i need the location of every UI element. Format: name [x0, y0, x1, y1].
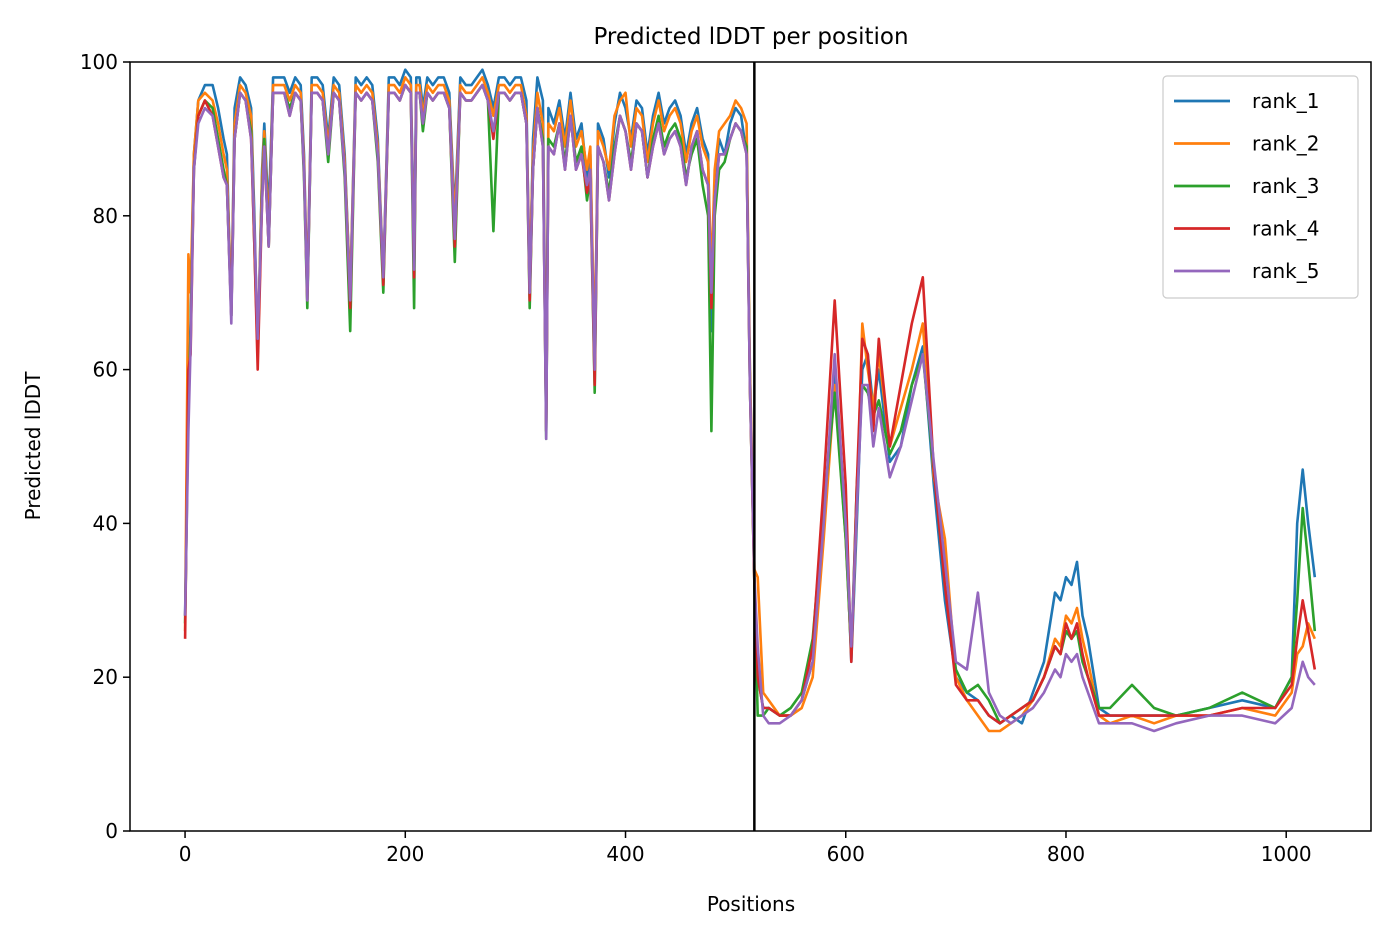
- legend-items: rank_1 rank_2 rank_3 rank_4 rank_5: [1174, 89, 1319, 283]
- legend-label-rank_1: rank_1: [1252, 89, 1319, 113]
- legend: rank_1 rank_2 rank_3 rank_4 rank_5: [1162, 75, 1359, 299]
- chart-title: Predicted lDDT per position: [593, 24, 908, 50]
- legend-label-rank_3: rank_3: [1252, 174, 1319, 198]
- y-tick-label: 0: [105, 819, 118, 843]
- x-tick-label: 800: [1047, 842, 1085, 866]
- x-tick-label: 200: [386, 842, 424, 866]
- x-tick-label: 0: [179, 842, 192, 866]
- y-axis-ticks: 0 20 40 60 80 100: [80, 50, 130, 843]
- plot-lines: [183, 68, 1317, 733]
- series-line-rank_5: [183, 83, 1316, 733]
- x-tick-label: 400: [606, 842, 644, 866]
- legend-box: [1162, 75, 1359, 299]
- plot-frame: [129, 61, 1372, 832]
- y-tick-label: 80: [93, 204, 118, 228]
- x-tick-label: 600: [827, 842, 865, 866]
- legend-label-rank_2: rank_2: [1252, 132, 1319, 156]
- x-axis-label: Positions: [707, 892, 795, 916]
- y-axis-label: Predicted lDDT: [21, 371, 45, 521]
- legend-label-rank_5: rank_5: [1252, 259, 1319, 283]
- y-tick-label: 60: [93, 358, 118, 382]
- y-tick-label: 20: [93, 665, 118, 689]
- y-tick-label: 100: [80, 50, 118, 74]
- x-tick-label: 1000: [1261, 842, 1312, 866]
- x-axis-ticks: 0 200 400 600 800 1000: [179, 831, 1312, 866]
- legend-label-rank_4: rank_4: [1252, 217, 1319, 241]
- y-tick-label: 40: [93, 511, 118, 535]
